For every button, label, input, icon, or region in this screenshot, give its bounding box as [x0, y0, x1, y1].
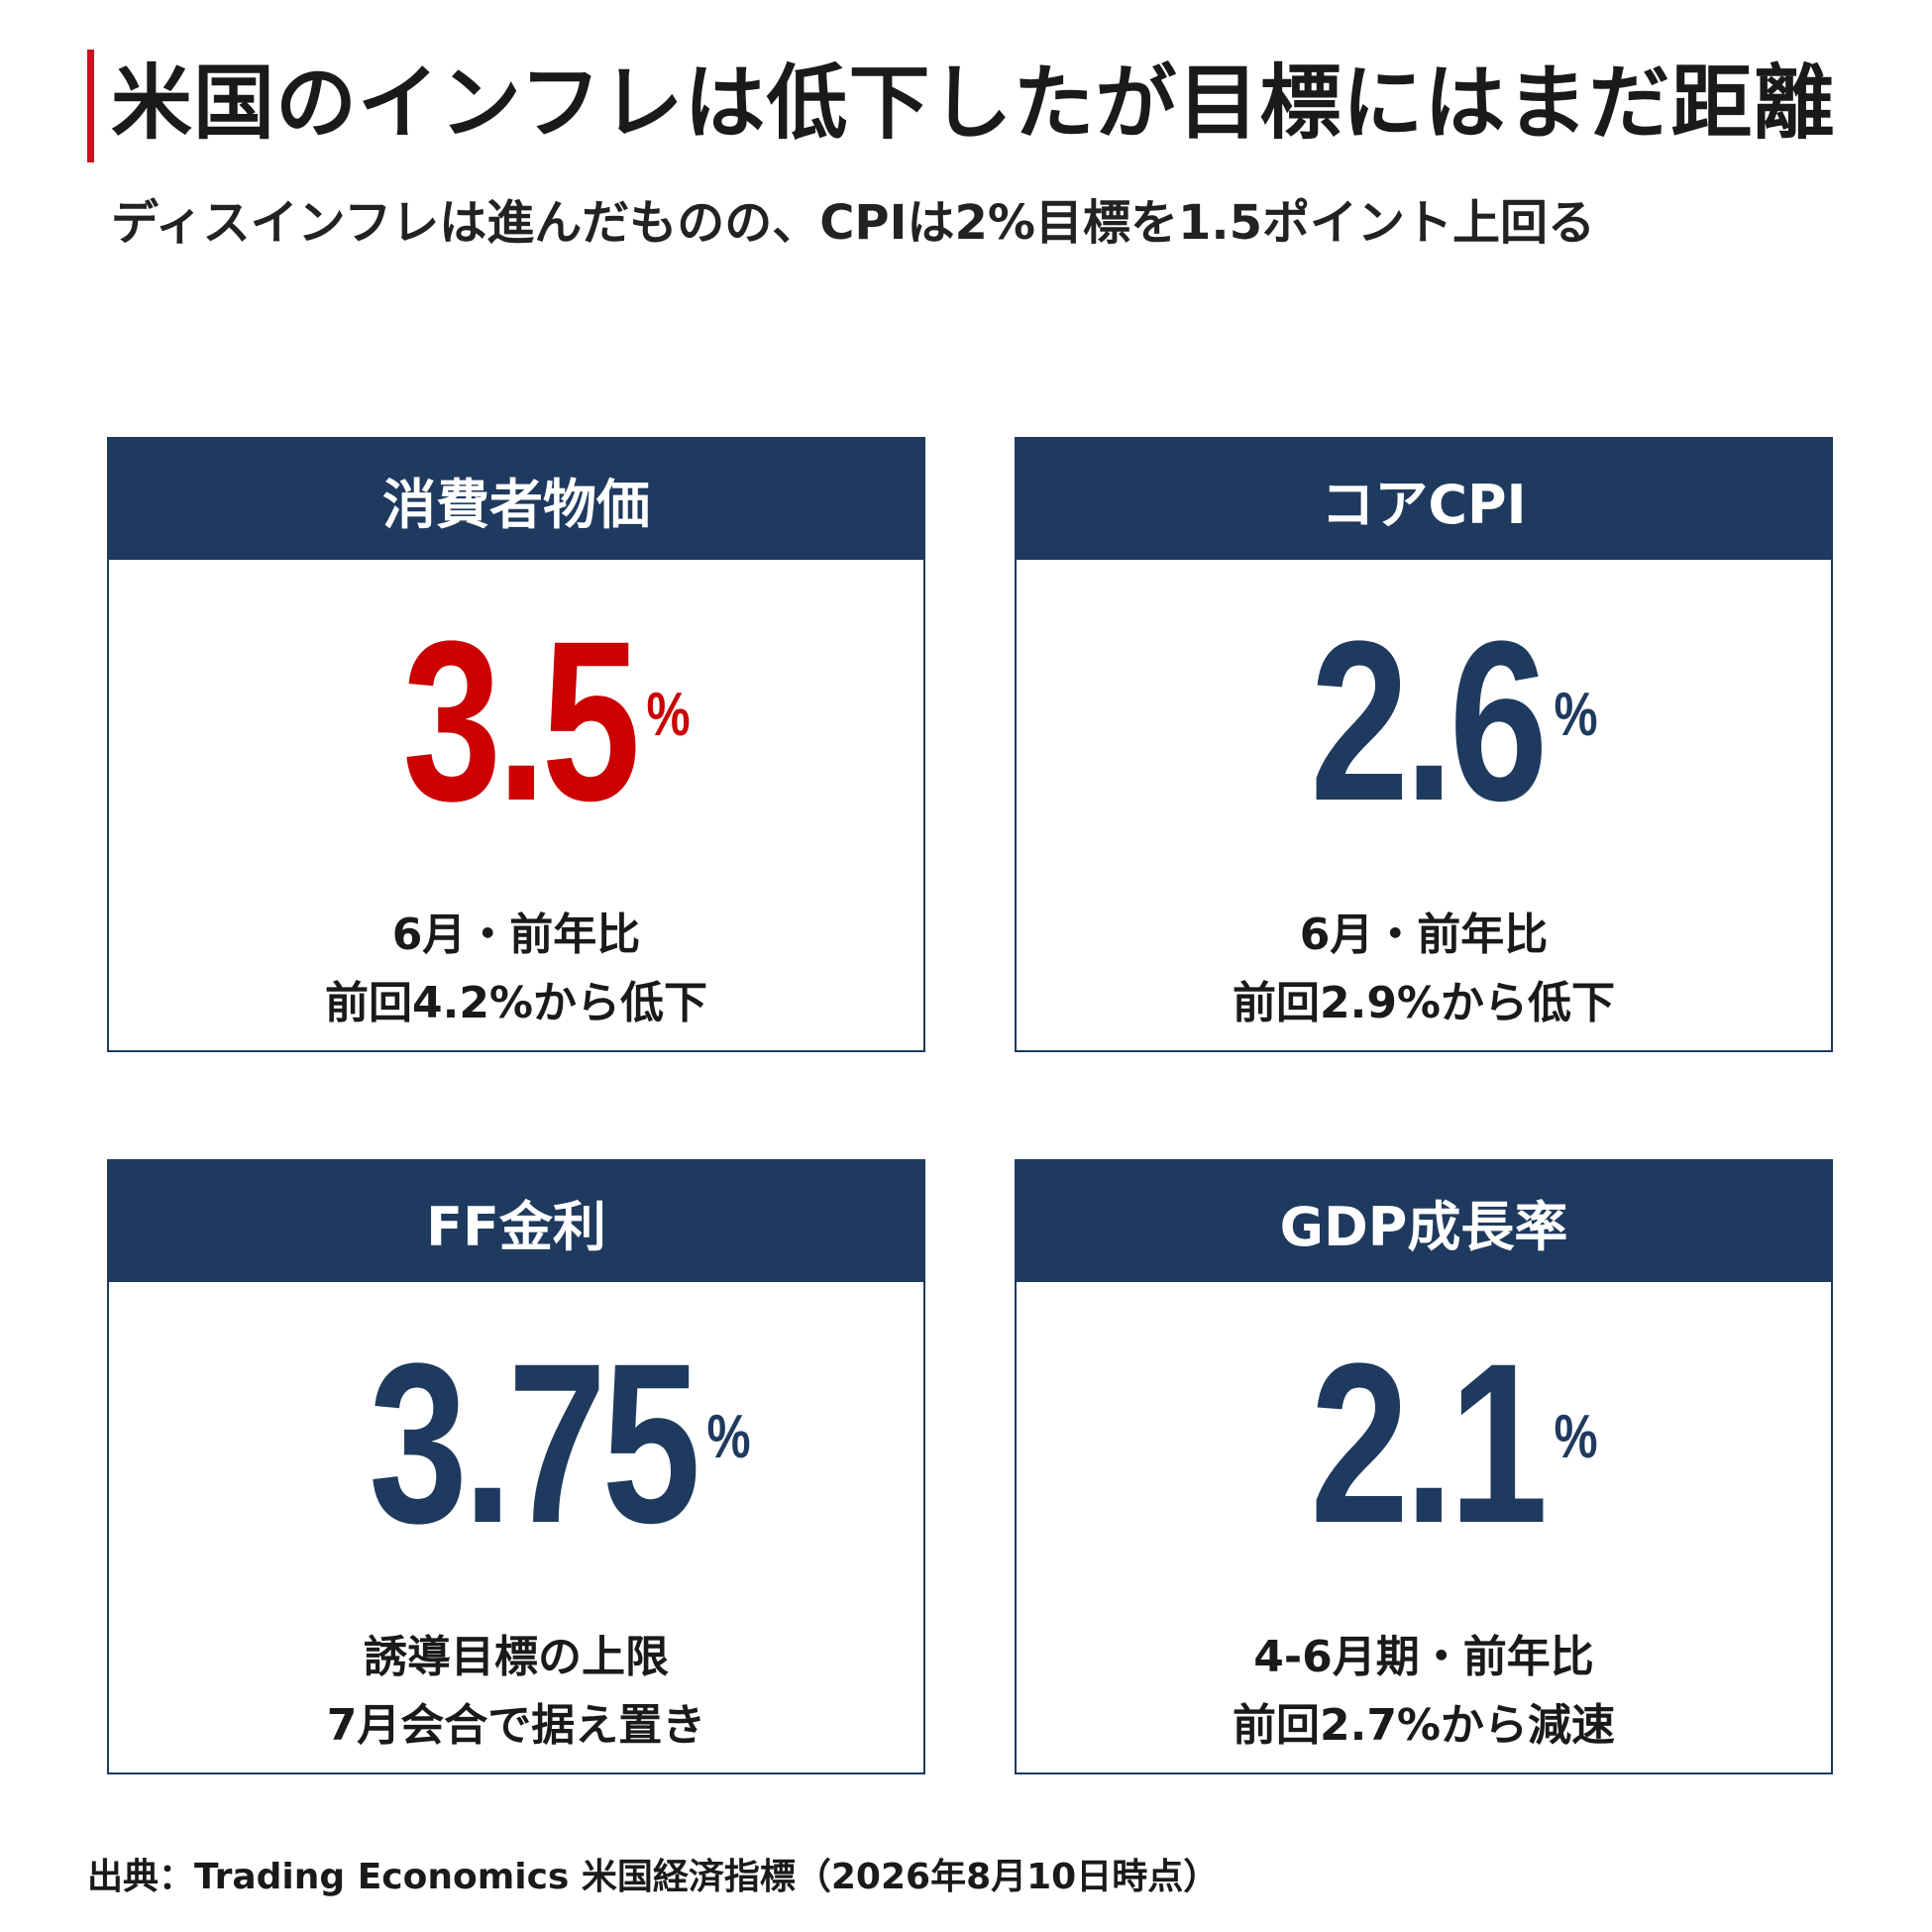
card-note-line1: 6月・前年比	[391, 910, 641, 960]
card-unit: %	[646, 681, 691, 749]
card-unit: %	[1554, 681, 1598, 749]
card-header: FF金利	[109, 1161, 923, 1282]
card-header: コアCPI	[1017, 439, 1831, 560]
card-note-line1: 4-6月期・前年比	[1253, 1632, 1594, 1682]
card-value: 2.6	[1309, 593, 1548, 848]
card-value: 3.75	[368, 1316, 700, 1570]
card-note-line2: 前回4.2%から低下	[324, 978, 708, 1028]
card-header: GDP成長率	[1017, 1161, 1831, 1282]
card-header: 消費者物価	[109, 439, 923, 560]
card-cpi: 消費者物価 3.5 % 6月・前年比 前回4.2%から低下	[107, 437, 925, 1052]
card-value: 3.5	[401, 593, 640, 848]
card-note-line2: 前回2.9%から低下	[1232, 978, 1616, 1028]
page-subtitle: ディスインフレは進んだものの、CPIは2%目標を1.5ポイント上回る	[111, 195, 1595, 251]
value-row: 2.6 %	[1017, 593, 1831, 848]
card-note-line2: 前回2.7%から減速	[1232, 1700, 1616, 1751]
card-value: 2.1	[1309, 1316, 1548, 1570]
card-note-line1: 6月・前年比	[1299, 910, 1549, 960]
card-unit: %	[1554, 1403, 1598, 1471]
card-ff-rate: FF金利 3.75 % 誘導目標の上限 7月会合で据え置き	[107, 1159, 925, 1774]
card-core-cpi: コアCPI 2.6 % 6月・前年比 前回2.9%から低下	[1015, 437, 1833, 1052]
title-accent-bar	[87, 50, 94, 162]
page-title: 米国のインフレは低下したが目標にはまだ距離	[111, 56, 1836, 151]
card-unit: %	[706, 1403, 751, 1471]
value-row: 3.5 %	[109, 593, 923, 848]
source-note: 出典：Trading Economics 米国経済指標（2026年8月10日時点…	[87, 1857, 1220, 1897]
value-row: 3.75 %	[109, 1316, 923, 1570]
card-note-line2: 7月会合で据え置き	[326, 1700, 706, 1751]
card-note-line1: 誘導目標の上限	[364, 1632, 669, 1682]
card-gdp-growth: GDP成長率 2.1 % 4-6月期・前年比 前回2.7%から減速	[1015, 1159, 1833, 1774]
value-row: 2.1 %	[1017, 1316, 1831, 1570]
